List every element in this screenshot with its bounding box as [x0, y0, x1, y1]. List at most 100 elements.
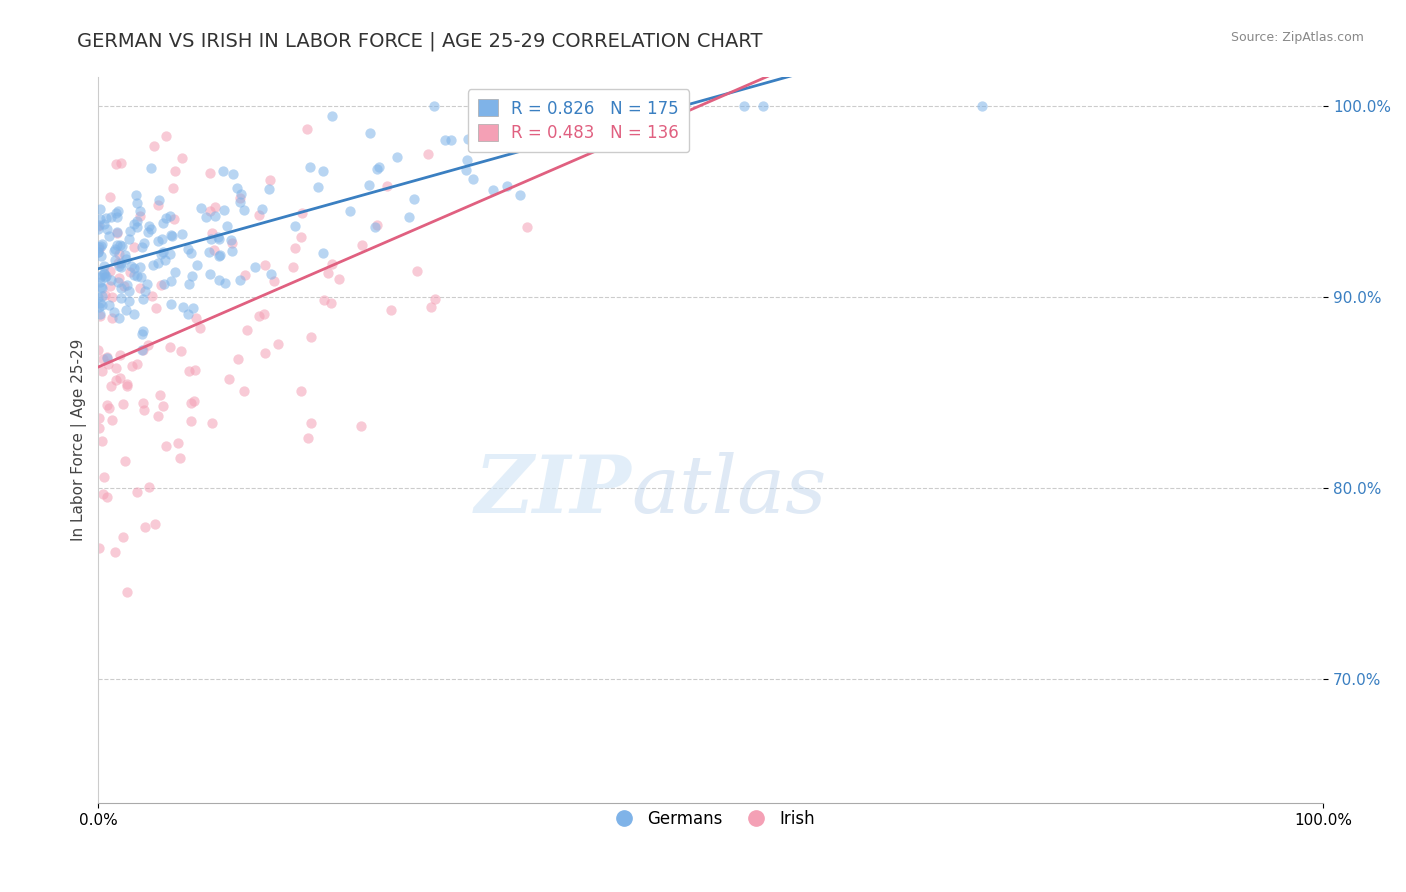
Point — [159, 247, 181, 261]
Point — [93, 268, 115, 282]
Point — [208, 232, 231, 246]
Point — [219, 233, 242, 247]
Point — [170, 227, 193, 241]
Point — [131, 343, 153, 358]
Point — [87, 219, 110, 234]
Point — [96, 211, 118, 226]
Point — [96, 490, 118, 504]
Point — [89, 309, 111, 323]
Point — [509, 188, 531, 202]
Point — [177, 307, 200, 321]
Point — [221, 235, 243, 250]
Point — [89, 307, 111, 321]
Point — [98, 264, 121, 278]
Point — [115, 377, 138, 392]
Point — [498, 128, 520, 143]
Point — [136, 225, 159, 239]
Point — [207, 273, 229, 287]
Point — [177, 277, 200, 291]
Point — [307, 180, 329, 194]
Point — [201, 226, 224, 240]
Point — [127, 269, 149, 284]
Point — [89, 295, 111, 310]
Point — [198, 203, 221, 218]
Point — [105, 372, 128, 386]
Point — [117, 232, 139, 246]
Point — [416, 147, 439, 161]
Point — [93, 469, 115, 483]
Point — [247, 208, 270, 222]
Text: GERMAN VS IRISH IN LABOR FORCE | AGE 25-29 CORRELATION CHART: GERMAN VS IRISH IN LABOR FORCE | AGE 25-… — [77, 31, 763, 51]
Text: Source: ZipAtlas.com: Source: ZipAtlas.com — [1230, 31, 1364, 45]
Point — [98, 279, 121, 293]
Point — [214, 276, 236, 290]
Point — [155, 211, 177, 226]
Point — [198, 267, 221, 281]
Point — [145, 516, 167, 531]
Point — [98, 190, 121, 204]
Point — [146, 198, 169, 212]
Point — [108, 271, 131, 285]
Point — [107, 310, 129, 325]
Point — [105, 206, 128, 220]
Point — [127, 485, 149, 500]
Point — [222, 167, 245, 181]
Point — [89, 219, 111, 233]
Point — [104, 243, 127, 257]
Legend: Germans, Irish: Germans, Irish — [600, 803, 821, 835]
Point — [87, 245, 110, 260]
Point — [152, 245, 174, 260]
Text: ZIP: ZIP — [474, 452, 631, 530]
Point — [110, 281, 132, 295]
Point — [96, 398, 118, 412]
Point — [97, 297, 120, 311]
Point — [111, 530, 134, 544]
Point — [440, 133, 463, 147]
Point — [457, 132, 479, 146]
Point — [141, 289, 163, 303]
Point — [122, 240, 145, 254]
Point — [284, 219, 307, 234]
Point — [160, 274, 183, 288]
Point — [122, 260, 145, 275]
Point — [209, 248, 232, 262]
Point — [405, 264, 427, 278]
Point — [120, 259, 142, 273]
Point — [456, 153, 478, 167]
Point — [316, 266, 339, 280]
Point — [423, 292, 446, 306]
Point — [207, 230, 229, 244]
Point — [169, 451, 191, 466]
Point — [104, 545, 127, 559]
Point — [204, 200, 226, 214]
Point — [215, 219, 238, 234]
Point — [366, 219, 388, 233]
Point — [150, 277, 173, 292]
Point — [235, 323, 257, 337]
Point — [339, 203, 361, 218]
Point — [529, 137, 551, 152]
Point — [91, 289, 114, 303]
Point — [87, 240, 110, 254]
Point — [579, 99, 602, 113]
Point — [125, 188, 148, 202]
Point — [254, 345, 277, 359]
Point — [131, 396, 153, 410]
Point — [165, 163, 187, 178]
Point — [125, 214, 148, 228]
Point — [160, 297, 183, 311]
Point — [107, 256, 129, 270]
Point — [496, 179, 519, 194]
Point — [204, 209, 226, 223]
Point — [385, 150, 408, 164]
Point — [125, 357, 148, 371]
Point — [90, 268, 112, 282]
Point — [160, 228, 183, 243]
Point — [366, 162, 388, 177]
Point — [100, 379, 122, 393]
Point — [93, 266, 115, 280]
Point — [136, 337, 159, 351]
Point — [115, 302, 138, 317]
Y-axis label: In Labor Force | Age 25-29: In Labor Force | Age 25-29 — [72, 339, 87, 541]
Point — [142, 258, 165, 272]
